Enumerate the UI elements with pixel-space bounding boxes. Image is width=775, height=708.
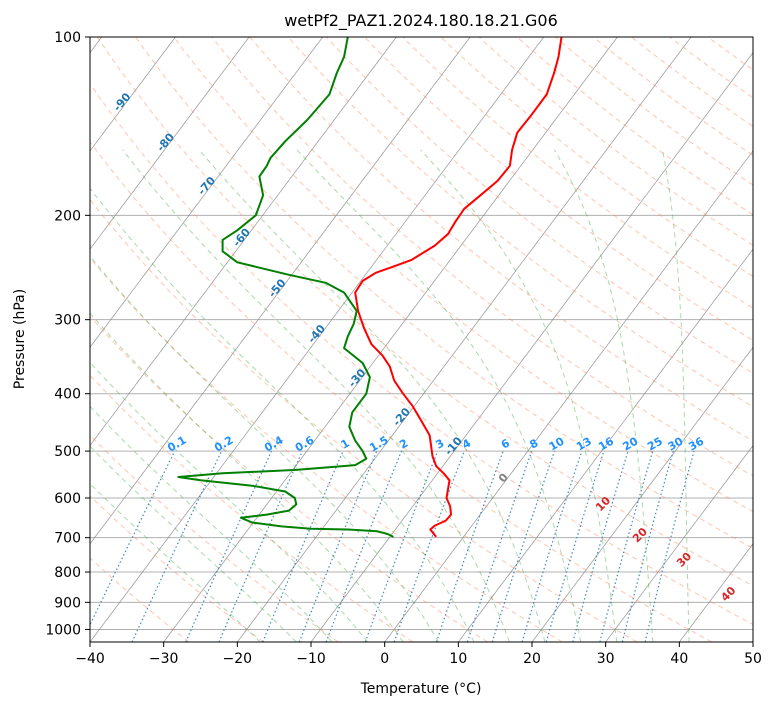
mixing-ratio-line: [185, 450, 273, 642]
mixing-ratio-line: [572, 450, 629, 642]
y-tick-label: 500: [54, 444, 81, 460]
isotherm-line: [90, 37, 471, 545]
isotherm-line: [90, 37, 545, 642]
y-tick-label: 1000: [45, 622, 81, 638]
profile-series: [177, 37, 563, 538]
x-tick-label: 30: [597, 651, 615, 667]
isotherm-line: [531, 346, 753, 642]
dry-adiabat-line: [90, 83, 753, 626]
x-axis: −40 −30 −20 −10 0 10 20 30 40 50: [75, 642, 762, 667]
x-tick-label: 10: [449, 651, 467, 667]
moist-adiabat-line: [90, 187, 475, 642]
moist-adiabat-line: [662, 149, 690, 642]
dry-adiabat-line: [516, 37, 753, 216]
moist-adiabat-line: [90, 361, 369, 642]
temperature-line: [354, 37, 563, 538]
dry-adiabat-line: [287, 37, 753, 408]
x-tick-label: 0: [380, 651, 389, 667]
moist-adiabat-line: [553, 149, 654, 642]
chart-title: wetPf2_PAZ1.2024.180.18.21.G06: [284, 11, 558, 31]
isotherm-line: [310, 51, 753, 642]
mixing-ratio-line: [435, 450, 504, 642]
isotherm-line: [605, 444, 753, 642]
isotherm-line: [163, 37, 618, 642]
moist-adiabat-line: [90, 255, 439, 642]
mixing-ratio-line: [262, 450, 344, 642]
y-axis-title: Pressure (hPa): [12, 289, 28, 389]
dry-adiabat-line: [90, 198, 638, 642]
x-tick-label: 50: [744, 651, 762, 667]
y-tick-label: 700: [54, 531, 81, 547]
dry-adiabat-line: [249, 37, 753, 442]
x-tick-label: −40: [75, 651, 105, 667]
plot-background: [90, 37, 753, 642]
mixing-ratio-line: [621, 450, 674, 642]
mixing-ratio-line: [325, 450, 403, 642]
background-lines: [90, 37, 753, 642]
dry-adiabat-line: [96, 37, 753, 587]
dry-adiabat-line: [402, 37, 753, 309]
mixing-ratio-line: [364, 450, 439, 642]
dry-adiabat-line: [90, 434, 339, 642]
isotherm-line: [752, 641, 753, 642]
mixing-ratio-line: [90, 450, 176, 627]
isotherm-line: [384, 150, 753, 642]
y-tick-label: 100: [54, 30, 81, 46]
isotherm-line: [90, 37, 176, 152]
y-tick-label: 600: [54, 491, 81, 507]
y-tick-label: 200: [54, 208, 81, 224]
dry-adiabat-line: [325, 37, 753, 374]
isotherm-line: [90, 37, 250, 250]
moist-adiabat-line: [90, 312, 404, 642]
dry-adiabat-line: [554, 37, 753, 186]
y-tick-label: 400: [54, 387, 81, 403]
y-tick-label: 800: [54, 565, 81, 581]
dewpoint-line: [177, 37, 394, 538]
x-tick-label: −30: [149, 651, 179, 667]
dry-adiabat-line: [90, 141, 712, 642]
y-tick-label: 300: [54, 313, 81, 329]
moist-adiabat-line: [296, 149, 582, 642]
mixing-ratio-line: [491, 450, 555, 642]
moist-adiabat-line: [90, 482, 261, 642]
dry-adiabat-line: [90, 374, 414, 642]
mixing-ratio-line: [599, 450, 654, 642]
x-axis-title: Temperature (°C): [360, 681, 482, 697]
x-tick-label: −10: [296, 651, 326, 667]
mixing-ratio-line: [298, 450, 378, 642]
isotherm-line: [458, 248, 753, 642]
mixing-ratio-line: [521, 450, 583, 642]
moist-adiabat-line: [420, 149, 618, 642]
mixing-ratio-line: [545, 450, 605, 642]
isotherm-line: [237, 37, 692, 642]
isotherm-label: -100: [63, 49, 91, 79]
dry-adiabat-line: [593, 37, 753, 157]
dry-adiabat-line: [364, 37, 753, 341]
mixing-ratio-line: [644, 450, 695, 642]
isotherm-line: [90, 37, 397, 447]
dry-adiabat-line: [211, 37, 753, 477]
mixing-ratio-line: [218, 450, 303, 642]
dry-adiabat-line: [135, 37, 753, 549]
mixing-ratio-line: [466, 450, 533, 642]
plot-frame: [89, 36, 754, 643]
x-tick-label: 40: [670, 651, 688, 667]
dry-adiabat-line: [173, 37, 753, 513]
y-tick-label: 900: [54, 595, 81, 611]
moist-adiabat-line: [198, 149, 546, 642]
moist-adiabat-line: [90, 445, 297, 642]
x-tick-label: 20: [523, 651, 541, 667]
y-axis: 100 200 300 400 500 600 700 800 900 1000: [45, 30, 90, 638]
isotherm-line: [90, 37, 324, 348]
moist-adiabat-line: [90, 405, 333, 642]
moist-adiabat-line: [122, 149, 510, 642]
x-tick-label: −20: [223, 651, 253, 667]
